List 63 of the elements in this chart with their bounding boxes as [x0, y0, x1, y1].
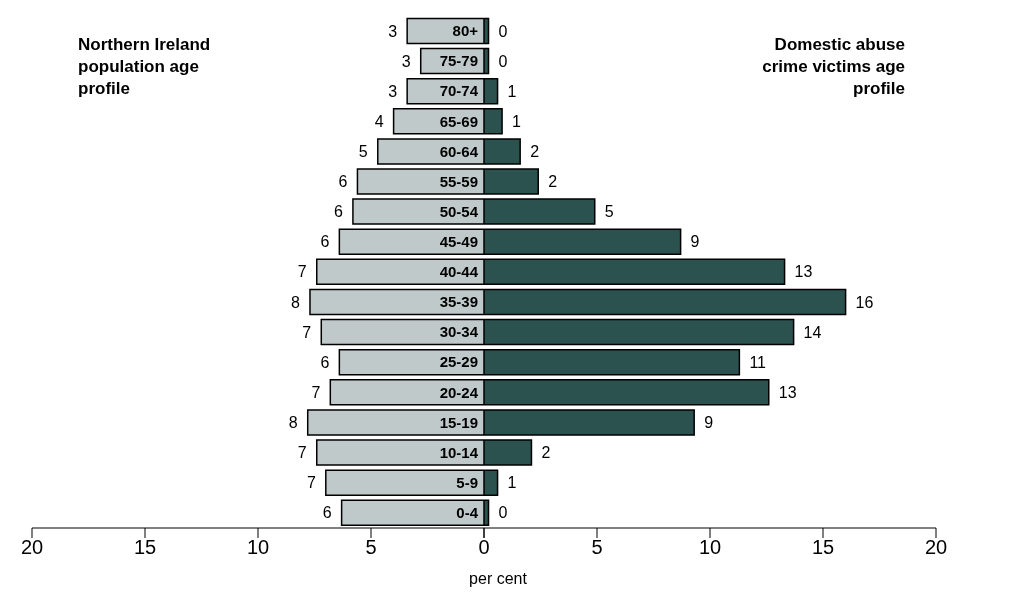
data-label: 6	[320, 233, 330, 251]
data-label: 1	[512, 112, 522, 130]
data-label: 7	[297, 444, 307, 462]
data-label: 16	[855, 293, 874, 311]
x-tick-label: 20	[20, 536, 44, 559]
y-tick-label: 5-9	[456, 473, 478, 491]
data-label: 8	[288, 414, 298, 432]
data-label: 6	[322, 504, 332, 522]
data-label: 0	[498, 52, 508, 70]
y-tick-label: 45-49	[439, 232, 478, 250]
data-label: 7	[306, 474, 316, 492]
data-label: 6	[320, 353, 330, 371]
data-label: 13	[778, 383, 797, 401]
y-tick-label: 0-4	[456, 504, 479, 522]
x-tick-label: 20	[924, 536, 948, 559]
data-label: 0	[498, 22, 508, 40]
x-tick-label: 0	[478, 536, 490, 559]
data-label: 6	[334, 203, 344, 221]
y-tick-label: 40-44	[439, 263, 479, 281]
data-label: 11	[749, 353, 767, 371]
x-tick-label: 15	[811, 536, 835, 559]
y-tick-label: 80+	[452, 22, 479, 40]
x-tick-label: 5	[591, 536, 603, 559]
data-label: 8	[291, 293, 301, 311]
data-label: 4	[374, 112, 384, 130]
data-label: 3	[388, 82, 398, 100]
y-tick-label: 50-54	[439, 202, 479, 220]
data-label: 2	[541, 444, 551, 462]
data-label: 1	[507, 474, 517, 492]
y-tick-label: 75-79	[439, 52, 478, 70]
y-tick-label: 65-69	[439, 112, 478, 130]
data-label: 2	[530, 142, 540, 160]
data-label: 1	[507, 82, 517, 100]
x-axis-title: per cent	[468, 570, 528, 588]
text: Northern Ireland population age profile	[78, 34, 212, 100]
data-label: 6	[338, 173, 348, 191]
data-label: 9	[704, 414, 714, 432]
y-tick-label: 20-24	[439, 383, 479, 401]
data-label: 7	[297, 263, 307, 281]
data-label: 13	[794, 263, 813, 281]
y-tick-label: 25-29	[439, 353, 478, 371]
y-tick-label: 70-74	[439, 82, 479, 100]
data-label: 14	[803, 323, 822, 341]
y-tick-label: 55-59	[439, 172, 478, 190]
y-tick-label: 35-39	[439, 293, 478, 311]
data-label: 7	[311, 383, 321, 401]
data-label: 9	[690, 233, 700, 251]
x-tick-label: 15	[133, 536, 157, 559]
data-label: 5	[604, 203, 614, 221]
data-label: 0	[498, 504, 508, 522]
data-label: 3	[401, 52, 411, 70]
x-tick-label: 5	[365, 536, 377, 559]
y-tick-label: 60-64	[439, 142, 479, 160]
y-tick-label: 15-19	[439, 413, 478, 431]
y-tick-label: 30-34	[439, 323, 479, 341]
data-label: 3	[388, 22, 398, 40]
data-label: 5	[358, 142, 368, 160]
x-tick-label: 10	[246, 536, 270, 559]
data-label: 7	[302, 323, 312, 341]
x-tick-label: 10	[698, 536, 722, 559]
data-label: 2	[548, 173, 558, 191]
text: Domestic abuse crime victims age profile	[761, 34, 905, 100]
y-tick-label: 10-14	[439, 443, 479, 461]
